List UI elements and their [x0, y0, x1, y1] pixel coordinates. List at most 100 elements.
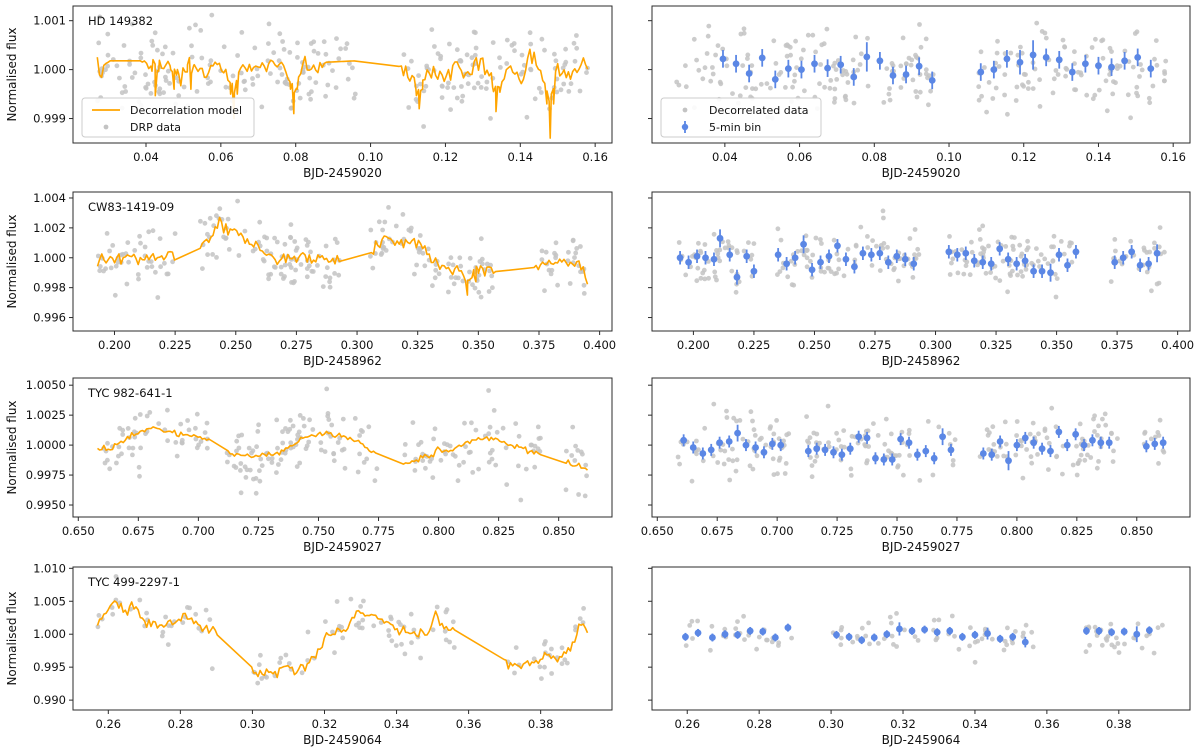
- y-axis-label-tyc499-drp: Normalised flux: [5, 591, 19, 685]
- x-axis-hd149382-decorr: 0.04 0.06 0.08 0.10 0.12 0.14 0.16: [712, 143, 1186, 164]
- y-axis-cw83-drp: 0.996 0.998 1.000 1.002 1.004: [33, 191, 73, 325]
- x-axis-tyc982-decorr: 0.650 0.675 0.700 0.725 0.750 0.775 0.800 0.825…: [641, 517, 1153, 538]
- svg-text:0.250: 0.250: [219, 338, 252, 352]
- y-axis-label-cw83-drp: Normalised flux: [5, 214, 19, 308]
- x-axis-label-cw83-decorr: BJD-2458962: [882, 354, 961, 368]
- svg-text:0.825: 0.825: [1060, 524, 1093, 538]
- svg-text:0.16: 0.16: [582, 150, 608, 164]
- panel-tyc982-drp: 0.650 0.675 0.700 0.725 0.750 0.775 0.800 0.825…: [5, 377, 613, 554]
- svg-text:0.700: 0.700: [182, 524, 215, 538]
- x-axis-label-cw83-drp: BJD-2458962: [303, 354, 382, 368]
- svg-text:0.850: 0.850: [542, 524, 575, 538]
- svg-text:0.06: 0.06: [787, 150, 813, 164]
- svg-text:1.001: 1.001: [33, 14, 66, 28]
- svg-text:0.990: 0.990: [33, 693, 66, 707]
- svg-text:0.28: 0.28: [168, 717, 194, 731]
- x-axis-label-tyc499-decorr: BJD-2459064: [882, 733, 961, 747]
- svg-text:0.14: 0.14: [1086, 150, 1112, 164]
- panel-hd149382-drp: 0.04 0.06 0.08 0.10 0.12 0.14 0.16 BJD-2459020 0…: [5, 5, 613, 180]
- svg-text:0.200: 0.200: [677, 338, 710, 352]
- svg-text:1.010: 1.010: [33, 561, 66, 575]
- panel-cw83-drp: 0.200 0.225 0.250 0.275 0.300 0.325 0.350 0.375…: [5, 191, 616, 368]
- svg-text:0.700: 0.700: [761, 524, 794, 538]
- y-axis-tyc982-decorr: [648, 384, 652, 506]
- svg-text:0.34: 0.34: [962, 717, 988, 731]
- y-axis-hd149382-decorr: [648, 20, 652, 120]
- svg-text:0.650: 0.650: [62, 524, 95, 538]
- panel-hd149382-decorr: 0.04 0.06 0.08 0.10 0.12 0.14 0.16 BJD-2459020 D…: [648, 5, 1191, 180]
- svg-text:0.725: 0.725: [242, 524, 275, 538]
- svg-text:0.750: 0.750: [302, 524, 335, 538]
- svg-text:0.10: 0.10: [936, 150, 962, 164]
- panel-title-cw83-drp: CW83-1419-09: [88, 200, 174, 214]
- panel-title-tyc982-drp: TYC 982-641-1: [87, 386, 173, 400]
- x-axis-label-hd149382-drp: BJD-2459020: [303, 166, 382, 180]
- model-line-tyc499-drp: [96, 600, 589, 679]
- panel-tyc499-decorr: 0.26 0.28 0.30 0.32 0.34 0.36 0.38 BJD-2459064: [648, 566, 1191, 747]
- svg-text:0.12: 0.12: [433, 150, 459, 164]
- svg-text:0.750: 0.750: [881, 524, 914, 538]
- x-axis-label-tyc982-decorr: BJD-2459027: [882, 540, 961, 554]
- legend-label: Decorrelation model: [130, 104, 242, 117]
- svg-text:0.28: 0.28: [746, 717, 772, 731]
- x-axis-tyc499-decorr: 0.26 0.28 0.30 0.32 0.34 0.36 0.38: [674, 710, 1132, 731]
- scatter-points-cw83-drp: [95, 198, 587, 300]
- model-line-tyc982-drp: [97, 426, 589, 471]
- svg-text:0.06: 0.06: [208, 150, 234, 164]
- x-axis-tyc982-drp: 0.650 0.675 0.700 0.725 0.750 0.775 0.800 0.825…: [62, 517, 575, 538]
- svg-text:1.0050: 1.0050: [26, 378, 66, 392]
- svg-text:0.375: 0.375: [523, 338, 556, 352]
- svg-text:0.36: 0.36: [456, 717, 482, 731]
- svg-text:0.775: 0.775: [940, 524, 973, 538]
- svg-text:1.0000: 1.0000: [26, 438, 66, 452]
- x-axis-label-hd149382-decorr: BJD-2459020: [882, 166, 961, 180]
- axes-frame-tyc982-decorr: [651, 377, 1191, 518]
- y-axis-label-hd149382-drp: Normalised flux: [5, 27, 19, 121]
- model-line-hd149382-drp: [96, 48, 589, 139]
- svg-text:0.38: 0.38: [1106, 717, 1132, 731]
- panel-title-tyc499-drp: TYC 499-2297-1: [87, 575, 180, 589]
- svg-text:0.32: 0.32: [312, 717, 338, 731]
- svg-text:1.0025: 1.0025: [26, 408, 66, 422]
- svg-text:0.675: 0.675: [122, 524, 155, 538]
- svg-text:0.04: 0.04: [712, 150, 738, 164]
- svg-text:0.999: 0.999: [33, 112, 66, 126]
- scatter-points-cw83-decorr: [676, 208, 1167, 300]
- bin-points-tyc982-decorr: [680, 424, 1167, 471]
- svg-text:0.30: 0.30: [818, 717, 844, 731]
- axes-frame-tyc499-decorr: [651, 566, 1191, 711]
- y-axis-tyc982-drp: 0.9950 0.9975 1.0000 1.0025 1.0050: [26, 378, 73, 512]
- svg-text:0.800: 0.800: [1000, 524, 1033, 538]
- axes-frame-tyc982-drp: [72, 377, 613, 518]
- axes-frame-cw83-drp: [72, 191, 613, 332]
- svg-text:1.000: 1.000: [33, 627, 66, 641]
- panel-title-hd149382-drp: HD 149382: [88, 14, 153, 28]
- bin-points-tyc499-decorr: [682, 622, 1153, 648]
- svg-text:0.850: 0.850: [1120, 524, 1153, 538]
- legend-label: Decorrelated data: [709, 104, 809, 117]
- svg-text:1.000: 1.000: [33, 251, 66, 265]
- svg-text:1.000: 1.000: [33, 63, 66, 77]
- svg-text:0.675: 0.675: [701, 524, 734, 538]
- svg-text:0.995: 0.995: [33, 660, 66, 674]
- svg-text:0.400: 0.400: [1161, 338, 1194, 352]
- svg-text:0.300: 0.300: [341, 338, 374, 352]
- legend-dot-sample: [682, 107, 688, 113]
- svg-text:0.250: 0.250: [798, 338, 831, 352]
- svg-text:0.08: 0.08: [283, 150, 309, 164]
- svg-text:0.998: 0.998: [33, 281, 66, 295]
- scatter-points-tyc982-decorr: [675, 401, 1167, 484]
- svg-text:0.225: 0.225: [159, 338, 192, 352]
- panel-tyc982-decorr: 0.650 0.675 0.700 0.725 0.750 0.775 0.800 0.825…: [641, 377, 1191, 554]
- svg-text:0.825: 0.825: [482, 524, 515, 538]
- panel-tyc499-drp: 0.26 0.28 0.30 0.32 0.34 0.36 0.38 BJD-2459064 0…: [5, 561, 613, 747]
- svg-text:0.996: 0.996: [33, 311, 66, 325]
- legend-label: DRP data: [130, 121, 181, 134]
- svg-text:1.004: 1.004: [33, 191, 66, 205]
- legend-label: 5-min bin: [709, 121, 761, 134]
- svg-text:0.725: 0.725: [821, 524, 854, 538]
- scatter-points-hd149382-decorr: [674, 20, 1169, 121]
- scatter-points-tyc499-decorr: [683, 611, 1165, 665]
